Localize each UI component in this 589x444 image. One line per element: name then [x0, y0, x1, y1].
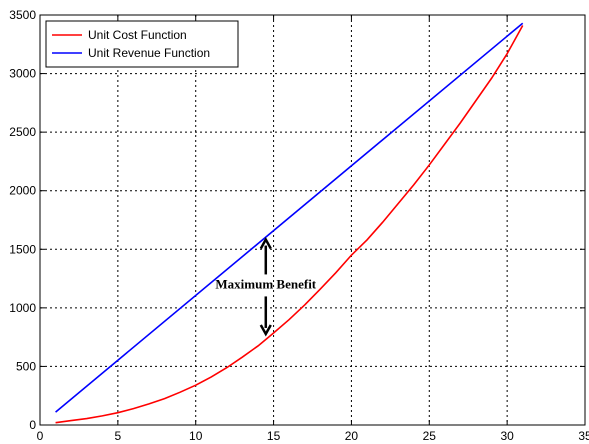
unit-cost-function-line	[55, 25, 524, 424]
arrow-down-head	[259, 324, 272, 337]
legend-box	[45, 20, 239, 68]
unit-revenue-function-line	[55, 22, 524, 413]
annotation-label: Maximum Benefit	[215, 276, 316, 291]
y-tick-label: 1500	[9, 242, 36, 256]
legend-entry: Unit Revenue Function	[88, 46, 210, 60]
y-tick-label: 500	[16, 359, 36, 373]
y-tick-label: 3000	[9, 67, 36, 81]
x-tick-label: 5	[115, 429, 122, 443]
x-tick-label: 15	[267, 429, 281, 443]
legend-entry: Unit Cost Function	[88, 28, 187, 42]
y-tick-label: 3500	[9, 8, 36, 22]
x-tick-label: 25	[423, 429, 437, 443]
y-tick-label: 0	[29, 418, 36, 432]
x-tick-label: 20	[345, 429, 359, 443]
x-tick-label: 30	[500, 429, 514, 443]
plot-area	[40, 15, 585, 425]
y-tick-label: 1000	[9, 301, 36, 315]
arrow-up-head	[259, 236, 272, 250]
y-tick-label: 2500	[9, 125, 36, 139]
axes-frame	[39, 14, 586, 426]
x-tick-label: 35	[578, 429, 589, 443]
x-tick-label: 0	[37, 429, 44, 443]
y-tick-label: 2000	[9, 184, 36, 198]
x-tick-label: 10	[189, 429, 203, 443]
